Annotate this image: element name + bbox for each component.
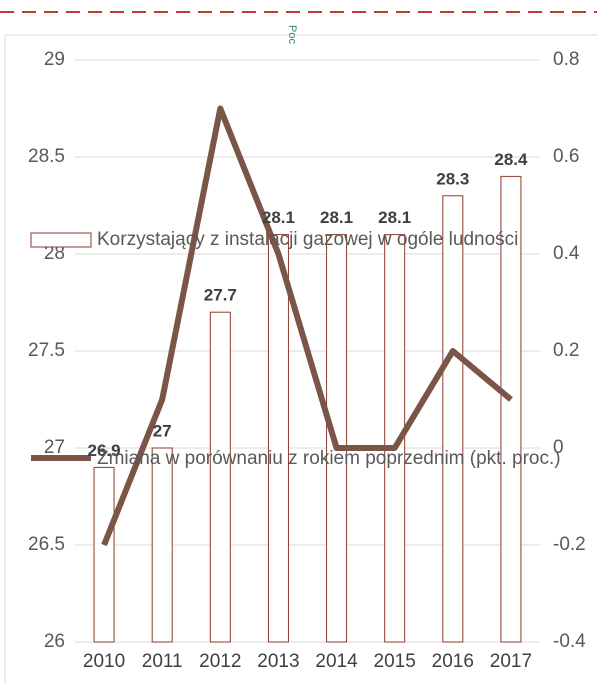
- bar: [384, 234, 406, 643]
- y2-tick-label: 0.4: [553, 243, 580, 264]
- y-tick-label: 27: [44, 437, 65, 458]
- y2-tick-label: 0.2: [553, 340, 579, 361]
- x-tick-label: 2010: [83, 651, 125, 672]
- x-tick-label: 2013: [257, 651, 299, 672]
- data-label: 28.4: [494, 150, 528, 169]
- y-tick-label: 28: [44, 243, 65, 264]
- bar: [500, 175, 522, 643]
- y-tick-label: 26.5: [28, 534, 65, 555]
- bar: [267, 234, 289, 643]
- x-tick-label: 2012: [199, 651, 241, 672]
- legend-swatch: [30, 232, 92, 248]
- bar: [442, 195, 464, 643]
- data-label: 27: [153, 421, 172, 440]
- x-tick-label: 2017: [490, 651, 532, 672]
- data-label: 28.1: [320, 208, 353, 227]
- y2-tick-label: 0.8: [553, 49, 579, 70]
- data-label: 27.7: [204, 286, 237, 305]
- y2-tick-label: -0.4: [553, 631, 586, 652]
- data-label: 28.1: [378, 208, 411, 227]
- bar: [93, 466, 115, 643]
- y2-tick-label: 0: [553, 437, 564, 458]
- caption: Poc: [286, 25, 298, 44]
- line: [101, 105, 513, 547]
- x-tick-label: 2011: [142, 651, 183, 672]
- legend-label: Zmiana w porównaniu z rokiem poprzednim …: [97, 448, 561, 469]
- data-label: 26.9: [88, 441, 121, 460]
- x-tick-label: 2014: [315, 651, 358, 672]
- y2-tick-label: 0.6: [553, 146, 579, 167]
- data-label: 28.1: [262, 208, 295, 227]
- y-tick-label: 28.5: [28, 146, 65, 167]
- x-tick-label: 2015: [374, 651, 416, 672]
- y2-tick-label: -0.2: [553, 534, 586, 555]
- bar: [209, 311, 231, 643]
- data-label: 28.3: [436, 169, 469, 188]
- x-tick-label: 2016: [432, 651, 474, 672]
- y-tick-label: 29: [44, 49, 65, 70]
- legend-label: Korzystający z instalacji gazowej w ogól…: [97, 229, 519, 250]
- y-tick-label: 26: [44, 631, 65, 652]
- bar: [151, 447, 173, 643]
- y-tick-label: 27.5: [28, 340, 65, 361]
